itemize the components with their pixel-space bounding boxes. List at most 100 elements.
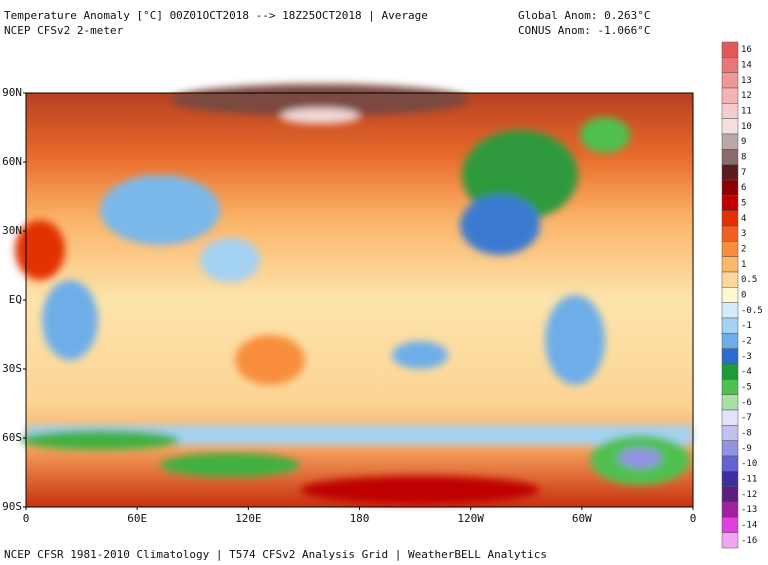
colorbar-swatch	[721, 471, 739, 487]
lat-label: 90N	[2, 86, 22, 99]
colorbar-label: 3	[741, 229, 746, 239]
lon-label: 60E	[127, 512, 147, 525]
colorbar-swatch	[721, 440, 739, 457]
colorbar-label: -9	[741, 444, 752, 454]
colorbar-swatch	[721, 394, 739, 411]
colorbar-swatch	[721, 195, 739, 211]
colorbar-swatch	[721, 164, 739, 181]
colorbar-label: 0.5	[741, 275, 757, 285]
africa-warm	[15, 220, 65, 280]
colorbar-label: 10	[741, 122, 752, 132]
colorbar-label: -12	[741, 490, 757, 500]
colorbar-swatch	[721, 225, 739, 242]
colorbar-swatch	[721, 333, 739, 349]
lon-label: 120W	[457, 512, 484, 525]
lat-label: 30S	[2, 362, 22, 375]
colorbar-swatch	[721, 271, 739, 288]
colorbar-label: 1	[741, 260, 746, 270]
colorbar-swatch	[721, 256, 739, 273]
colorbar-swatch	[721, 87, 739, 104]
title: Temperature Anomaly [°C] 00Z01OCT2018 --…	[4, 9, 428, 22]
colorbar-label: -8	[741, 429, 752, 439]
map-field	[15, 84, 694, 508]
antarctic-warm	[300, 476, 540, 504]
australia-warm	[235, 335, 305, 385]
lat-label: 30N	[2, 224, 22, 237]
lon-label: 180	[350, 512, 370, 525]
colorbar-label: -13	[741, 505, 757, 515]
colorbar-label: -6	[741, 398, 752, 408]
colorbar-label: 4	[741, 214, 746, 224]
lat-label: 60S	[2, 431, 22, 444]
colorbar-label: -4	[741, 367, 752, 377]
colorbar-swatch	[721, 149, 739, 165]
lat-label: EQ	[9, 293, 22, 306]
north-america-cold	[460, 195, 540, 255]
colorbar-label: 5	[741, 199, 746, 209]
colorbar-label: -16	[741, 536, 757, 546]
colorbar-swatch	[721, 179, 739, 196]
lon-label: 60W	[572, 512, 592, 525]
lon-label: 0	[690, 512, 697, 525]
antarctic-cold	[160, 453, 300, 477]
colorbar-label: -14	[741, 521, 757, 531]
colorbar-label: 0	[741, 291, 746, 301]
colorbar-label: -3	[741, 352, 752, 362]
colorbar-swatch	[721, 409, 739, 426]
conus-anomaly: CONUS Anom: -1.066°C	[518, 24, 650, 37]
colorbar-label: 2	[741, 245, 746, 255]
global-anomaly: Global Anom: 0.263°C	[518, 9, 650, 22]
asia-cool	[100, 175, 220, 245]
colorbar-swatch	[721, 348, 739, 365]
subtitle: NCEP CFSv2 2-meter	[4, 24, 124, 37]
lon-label: 0	[23, 512, 30, 525]
colorbar-label: 7	[741, 168, 746, 178]
colorbar-swatch	[721, 532, 739, 549]
lat-label: 60N	[2, 155, 22, 168]
colorbar-swatch	[721, 133, 739, 150]
colorbar-label: -10	[741, 459, 757, 469]
colorbar-swatch	[721, 287, 739, 303]
antarctic-cold	[20, 430, 180, 450]
south-america-cool	[545, 295, 605, 385]
colorbar-label: 11	[741, 107, 752, 117]
colorbar-label: -0.5	[741, 306, 763, 316]
colorbar-swatch	[721, 501, 739, 518]
greenland	[580, 117, 630, 153]
colorbar-label: 6	[741, 183, 746, 193]
colorbar-label: 14	[741, 61, 752, 71]
colorbar-label: -1	[741, 321, 752, 331]
colorbar-swatch	[721, 363, 739, 380]
colorbar-label: -2	[741, 337, 752, 347]
colorbar-label: -11	[741, 475, 757, 485]
colorbar-label: -7	[741, 413, 752, 423]
colorbar-swatch	[721, 57, 739, 73]
arctic-anomaly	[280, 108, 360, 124]
asia-cool	[200, 238, 260, 282]
colorbar-swatch	[721, 241, 739, 257]
colorbar-label: 8	[741, 153, 746, 163]
colorbar-swatch	[721, 72, 739, 89]
lon-label: 120E	[235, 512, 262, 525]
arctic-anomaly	[170, 84, 470, 116]
colorbar-swatch	[721, 455, 739, 472]
africa-cool	[42, 280, 98, 360]
colorbar-swatch	[721, 302, 739, 319]
lat-label: 90S	[2, 500, 22, 513]
footer: NCEP CFSR 1981-2010 Climatology | T574 C…	[4, 548, 547, 561]
colorbar-swatch	[721, 425, 739, 441]
antarctic-cold	[618, 448, 662, 468]
southern-ocean	[26, 425, 693, 445]
colorbar-swatch	[721, 486, 739, 503]
colorbar-swatch	[721, 517, 739, 533]
colorbar-label: 13	[741, 76, 752, 86]
colorbar-swatch	[721, 379, 739, 395]
colorbar-swatch	[721, 118, 739, 135]
colorbar-swatch	[721, 210, 739, 227]
colorbar-label: 16	[741, 45, 752, 55]
colorbar-label: -5	[741, 383, 752, 393]
colorbar-swatch	[721, 103, 739, 119]
colorbar-swatch	[721, 41, 739, 58]
colorbar-label: 9	[741, 137, 746, 147]
